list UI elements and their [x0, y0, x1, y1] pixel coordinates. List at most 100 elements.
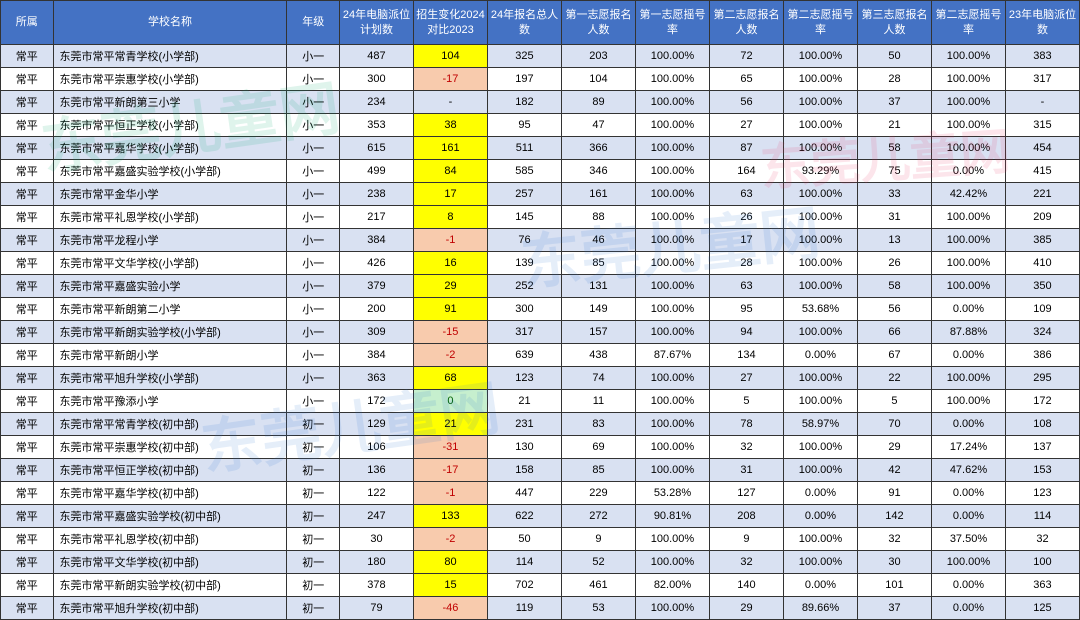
cell-total24: 639 [487, 344, 561, 367]
cell-c2_r: 100.00% [783, 206, 857, 229]
cell-delta: 21 [413, 413, 487, 436]
cell-school: 东莞市常平崇惠学校(小学部) [53, 68, 287, 91]
cell-c3_n: 75 [857, 160, 931, 183]
cell-c1_r: 100.00% [635, 68, 709, 91]
cell-c2_r: 100.00% [783, 45, 857, 68]
table-row: 常平东莞市常平新朗实验学校(初中部)初一3781570246182.00%140… [1, 574, 1080, 597]
cell-grade: 初一 [287, 505, 340, 528]
col-header-plan23: 23年电脑派位数 [1005, 1, 1079, 45]
cell-c2_r: 0.00% [783, 505, 857, 528]
cell-grade: 小一 [287, 183, 340, 206]
cell-plan24: 129 [339, 413, 413, 436]
cell-c1_r: 100.00% [635, 45, 709, 68]
cell-c1_r: 87.67% [635, 344, 709, 367]
cell-c1_n: 161 [561, 183, 635, 206]
cell-school: 东莞市常平恒正学校(小学部) [53, 114, 287, 137]
table-row: 常平东莞市常平嘉盛实验小学小一37929252131100.00%63100.0… [1, 275, 1080, 298]
table-row: 常平东莞市常平旭升学校(小学部)小一3636812374100.00%27100… [1, 367, 1080, 390]
cell-c1_n: 157 [561, 321, 635, 344]
cell-c3_r: 0.00% [931, 344, 1005, 367]
cell-district: 常平 [1, 344, 54, 367]
cell-c3_n: 66 [857, 321, 931, 344]
cell-c3_n: 13 [857, 229, 931, 252]
cell-plan24: 499 [339, 160, 413, 183]
cell-c3_r: 0.00% [931, 160, 1005, 183]
table-row: 常平东莞市常平金华小学小一23817257161100.00%63100.00%… [1, 183, 1080, 206]
cell-c3_r: 0.00% [931, 505, 1005, 528]
cell-c1_r: 100.00% [635, 413, 709, 436]
cell-c2_n: 87 [709, 137, 783, 160]
cell-total24: 50 [487, 528, 561, 551]
cell-school: 东莞市常平文华学校(小学部) [53, 252, 287, 275]
cell-delta: -17 [413, 68, 487, 91]
table-row: 常平东莞市常平常青学校(小学部)小一487104325203100.00%721… [1, 45, 1080, 68]
cell-grade: 初一 [287, 436, 340, 459]
table-row: 常平东莞市常平旭升学校(初中部)初一79-4611953100.00%2989.… [1, 597, 1080, 620]
cell-grade: 初一 [287, 574, 340, 597]
cell-plan23: 383 [1005, 45, 1079, 68]
cell-grade: 小一 [287, 321, 340, 344]
cell-school: 东莞市常平新朗第二小学 [53, 298, 287, 321]
cell-district: 常平 [1, 229, 54, 252]
cell-plan23: 109 [1005, 298, 1079, 321]
cell-c2_r: 100.00% [783, 321, 857, 344]
cell-school: 东莞市常平豫添小学 [53, 390, 287, 413]
cell-c2_r: 93.29% [783, 160, 857, 183]
cell-c3_r: 100.00% [931, 114, 1005, 137]
cell-plan23: 221 [1005, 183, 1079, 206]
cell-plan24: 378 [339, 574, 413, 597]
cell-c2_r: 89.66% [783, 597, 857, 620]
cell-plan24: 79 [339, 597, 413, 620]
cell-c3_n: 33 [857, 183, 931, 206]
cell-total24: 145 [487, 206, 561, 229]
cell-grade: 小一 [287, 45, 340, 68]
cell-district: 常平 [1, 183, 54, 206]
cell-c2_n: 27 [709, 367, 783, 390]
cell-district: 常平 [1, 114, 54, 137]
cell-c3_n: 22 [857, 367, 931, 390]
cell-total24: 622 [487, 505, 561, 528]
cell-district: 常平 [1, 367, 54, 390]
cell-c3_n: 28 [857, 68, 931, 91]
col-header-c1_n: 第一志愿报名人数 [561, 1, 635, 45]
cell-c2_n: 63 [709, 275, 783, 298]
cell-c3_r: 0.00% [931, 597, 1005, 620]
table-row: 常平东莞市常平恒正学校(初中部)初一136-1715885100.00%3110… [1, 459, 1080, 482]
cell-plan23: 172 [1005, 390, 1079, 413]
cell-district: 常平 [1, 551, 54, 574]
cell-plan23: 32 [1005, 528, 1079, 551]
cell-c2_n: 134 [709, 344, 783, 367]
cell-c1_r: 100.00% [635, 275, 709, 298]
cell-c3_n: 58 [857, 137, 931, 160]
cell-c1_r: 100.00% [635, 114, 709, 137]
cell-c3_r: 0.00% [931, 574, 1005, 597]
cell-plan24: 487 [339, 45, 413, 68]
cell-delta: 15 [413, 574, 487, 597]
cell-total24: 252 [487, 275, 561, 298]
table-row: 常平东莞市常平崇惠学校(小学部)小一300-17197104100.00%651… [1, 68, 1080, 91]
cell-total24: 130 [487, 436, 561, 459]
cell-c3_r: 87.88% [931, 321, 1005, 344]
cell-delta: 84 [413, 160, 487, 183]
cell-total24: 257 [487, 183, 561, 206]
cell-total24: 197 [487, 68, 561, 91]
cell-c1_n: 149 [561, 298, 635, 321]
cell-grade: 小一 [287, 206, 340, 229]
cell-c3_r: 47.62% [931, 459, 1005, 482]
cell-plan23: 415 [1005, 160, 1079, 183]
cell-c3_n: 50 [857, 45, 931, 68]
cell-plan24: 122 [339, 482, 413, 505]
cell-plan24: 353 [339, 114, 413, 137]
cell-c3_n: 56 [857, 298, 931, 321]
cell-c3_n: 67 [857, 344, 931, 367]
cell-plan24: 363 [339, 367, 413, 390]
cell-district: 常平 [1, 482, 54, 505]
cell-c1_n: 53 [561, 597, 635, 620]
cell-c2_n: 17 [709, 229, 783, 252]
cell-c1_n: 47 [561, 114, 635, 137]
cell-plan23: 100 [1005, 551, 1079, 574]
cell-school: 东莞市常平恒正学校(初中部) [53, 459, 287, 482]
cell-plan23: 386 [1005, 344, 1079, 367]
cell-plan23: 385 [1005, 229, 1079, 252]
col-header-total24: 24年报名总人数 [487, 1, 561, 45]
